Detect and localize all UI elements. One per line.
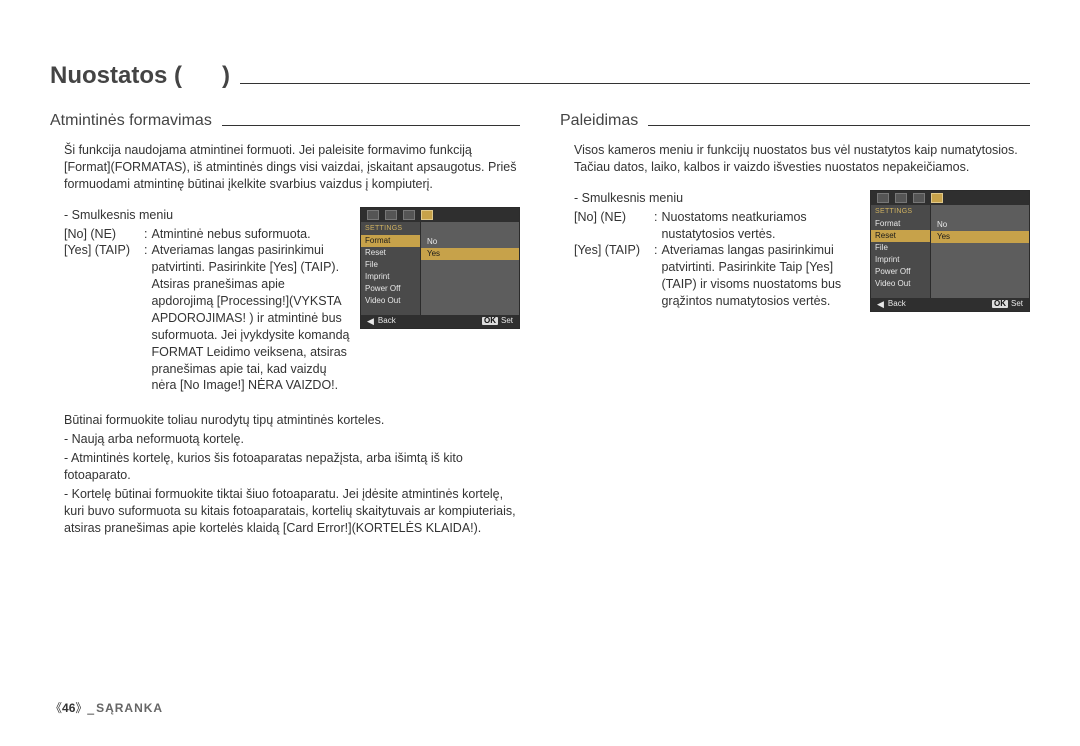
left-column: Atmintinės formavimas Ši funkcija naudoj… <box>50 112 520 536</box>
left-yes-key: [Yes] (TAIP) <box>64 242 142 259</box>
lcd-side-item: Format <box>361 235 420 247</box>
sep: : <box>654 242 657 259</box>
sep: : <box>144 226 147 243</box>
right-no-key: [No] (NE) <box>574 209 652 226</box>
lcd-back: Back <box>888 300 906 308</box>
page-footer: 《46》_SĄRANKA <box>50 699 163 716</box>
tab-icon <box>877 193 889 203</box>
right-intro: Visos kameros meniu ir funkcijų nuostato… <box>574 142 1030 176</box>
lcd-settings-label: SETTINGS <box>361 223 420 235</box>
footer-page-number: 46 <box>62 701 75 715</box>
lcd-side-item: Reset <box>361 247 420 259</box>
tab-icon <box>367 210 379 220</box>
lcd-side-item: Format <box>871 218 930 230</box>
left-notes-lead: Būtinai formuokite toliau nurodytų tipų … <box>64 412 520 429</box>
back-arrow-icon: ◀ <box>877 300 884 309</box>
tab-icon-active <box>421 210 433 220</box>
tab-icon <box>895 193 907 203</box>
left-lcd: SETTINGS Format Reset File Imprint Power… <box>360 207 520 329</box>
lcd-option: No <box>931 219 1029 231</box>
left-no-val: Atmintinė nebus suformuota. <box>151 226 350 243</box>
lcd-settings-label: SETTINGS <box>871 206 930 218</box>
left-no-key: [No] (NE) <box>64 226 142 243</box>
lcd-ok: OK <box>992 300 1008 308</box>
left-note3: - Kortelę būtinai formuokite tiktai šiuo… <box>64 486 520 537</box>
right-yes-val: Atveriamas langas pasirinkimui patvirtin… <box>661 242 860 310</box>
left-note2: - Atmintinės kortelę, kurios šis fotoapa… <box>64 450 520 484</box>
lcd-ok: OK <box>482 317 498 325</box>
right-lcd: SETTINGS Format Reset File Imprint Power… <box>870 190 1030 312</box>
lcd-set: Set <box>501 317 513 325</box>
tab-icon-active <box>931 193 943 203</box>
footer-bracket: 《 <box>50 701 62 715</box>
lcd-set: Set <box>1011 300 1023 308</box>
lcd-side-item: Power Off <box>361 283 420 295</box>
footer-section: SĄRANKA <box>96 701 163 715</box>
tab-icon <box>403 210 415 220</box>
footer-bracket: 》 <box>75 701 87 715</box>
right-heading-wrap: Paleidimas <box>560 112 1030 130</box>
lcd-option-selected: Yes <box>421 248 519 260</box>
lcd-side-item: Imprint <box>361 271 420 283</box>
right-column: Paleidimas Visos kameros meniu ir funkci… <box>560 112 1030 536</box>
sep: : <box>654 209 657 226</box>
lcd-option: No <box>421 236 519 248</box>
left-heading: Atmintinės formavimas <box>50 112 222 130</box>
right-submenu-label: - Smulkesnis meniu <box>574 190 860 207</box>
left-yes-val: Atveriamas langas pasirinkimui patvirtin… <box>151 242 350 394</box>
left-intro: Ši funkcija naudojama atmintinei formuot… <box>64 142 520 193</box>
lcd-side-item: Imprint <box>871 254 930 266</box>
lcd-side-item: Video Out <box>361 295 420 307</box>
tab-icon <box>913 193 925 203</box>
right-yes-key: [Yes] (TAIP) <box>574 242 652 259</box>
lcd-option-selected: Yes <box>931 231 1029 243</box>
right-heading: Paleidimas <box>560 112 648 130</box>
page-title-wrap: Nuostatos ( ) <box>50 62 1030 90</box>
page-title: Nuostatos ( ) <box>50 62 240 90</box>
lcd-back: Back <box>378 317 396 325</box>
back-arrow-icon: ◀ <box>367 317 374 326</box>
left-heading-wrap: Atmintinės formavimas <box>50 112 520 130</box>
lcd-side-item: File <box>871 242 930 254</box>
left-note1: - Naują arba neformuotą kortelę. <box>64 431 520 448</box>
tab-icon <box>385 210 397 220</box>
lcd-side-item: Reset <box>871 230 930 242</box>
lcd-side-item: Video Out <box>871 278 930 290</box>
left-submenu-label: - Smulkesnis meniu <box>64 207 350 224</box>
lcd-side-item: File <box>361 259 420 271</box>
right-no-val: Nuostatoms neatkuriamos nustatytosios ve… <box>661 209 860 243</box>
sep: : <box>144 242 147 259</box>
lcd-side-item: Power Off <box>871 266 930 278</box>
